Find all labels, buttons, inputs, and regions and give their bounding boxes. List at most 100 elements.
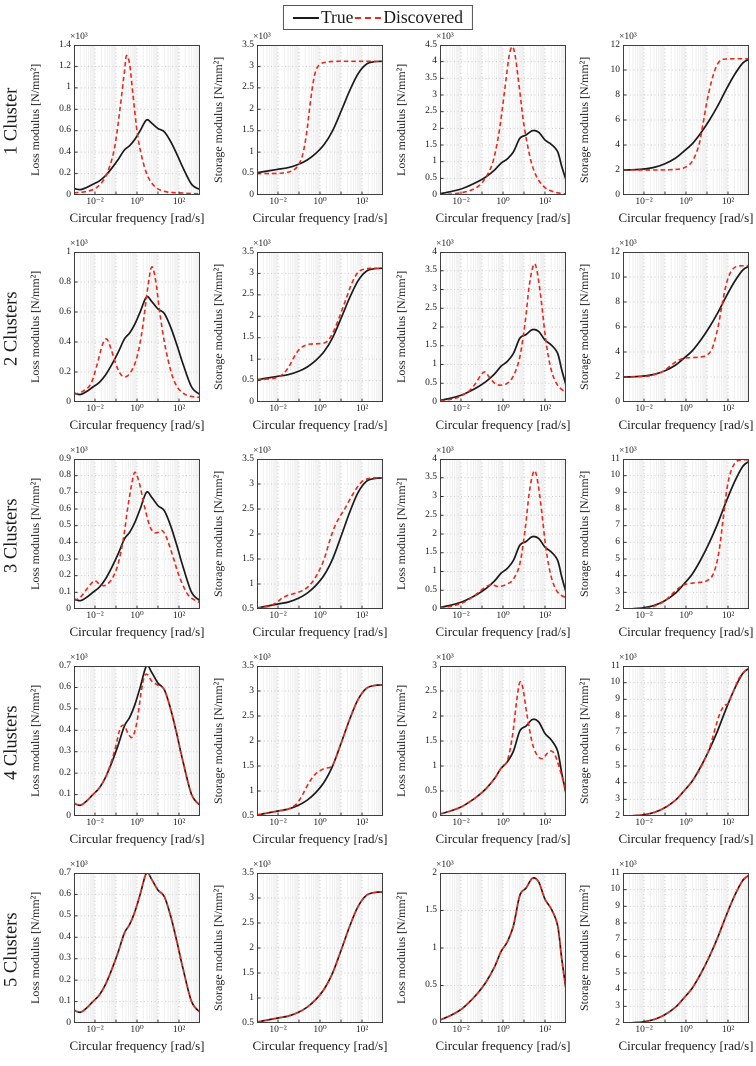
x-axis-label: Circular frequency [rad/s]: [435, 624, 571, 639]
plot-canvas: [440, 252, 566, 402]
row-label-gutter: 5 Clusters: [0, 858, 24, 1065]
y-tick-label: 0.4: [59, 931, 71, 942]
plot-canvas: [623, 873, 749, 1023]
y-tick-label: 1.4: [59, 39, 71, 50]
curves: [74, 471, 200, 604]
y-tick-label: 7: [615, 520, 620, 531]
y-axis-exponent-label: ×10³: [619, 653, 637, 663]
plot-r3c4: Storage modulus [N/mm²] ×10³ 2 3 4 5 6 7 8 9 10 11 1…: [573, 444, 756, 651]
figure-row: 4 Clusters Loss modulus [N/mm²] ×10³ 0 0.1 0.…: [0, 651, 756, 858]
y-axis-label: Loss modulus [N/mm²]: [394, 477, 408, 591]
x-axis-label: Circular frequency [rad/s]: [435, 831, 571, 846]
y-tick-label: 5: [615, 553, 620, 564]
x-axis-label: Circular frequency [rad/s]: [69, 417, 205, 432]
y-axis-exponent-label: ×10³: [253, 653, 271, 663]
y-tick-label: 1: [432, 942, 437, 953]
x-tick-label: 10⁰: [679, 404, 693, 414]
legend-true-label: True: [320, 7, 354, 27]
y-tick-label: 0.5: [425, 377, 437, 388]
y-axis-exponent-label: ×10³: [436, 860, 454, 870]
plot-r5c3: Loss modulus [N/mm²] ×10³ 0 0.5 1 1.5 2 10⁻² 10⁰…: [390, 858, 573, 1065]
y-tick-label: 2.5: [425, 685, 437, 696]
plot-r1c3: Loss modulus [N/mm²] ×10³ 0 0.5 1 1.5 2 2.5 3 3.5…: [390, 30, 573, 237]
discovered-line-sample: [355, 17, 382, 19]
y-tick-label: 2: [249, 942, 254, 953]
y-tick-label: 2.5: [242, 289, 254, 300]
x-axis-label: Circular frequency [rad/s]: [69, 831, 205, 846]
y-tick-label: 3: [249, 267, 254, 278]
y-axis-label: Storage modulus [N/mm²]: [211, 677, 225, 805]
discovered-curve: [623, 57, 749, 171]
y-tick-label: 2.5: [242, 82, 254, 93]
discovered-curve: [440, 45, 566, 195]
y-tick-label: 12: [610, 246, 621, 257]
y-tick-label: 1.5: [425, 340, 437, 351]
figure-row: 5 Clusters Loss modulus [N/mm²] ×10³ 0 0.1 0.…: [0, 858, 756, 1065]
x-tick-label: 10⁻²: [452, 197, 470, 207]
y-tick-label: 0: [66, 396, 71, 407]
plot-r5c2: Storage modulus [N/mm²] ×10³ 0.5 1 1.5 2 2.5 3 3…: [207, 858, 390, 1065]
y-tick-label: 0.8: [59, 470, 71, 481]
y-axis-exponent-label: ×10³: [70, 32, 88, 42]
x-axis-label: Circular frequency [rad/s]: [252, 624, 388, 639]
row-label: 1 Cluster: [1, 87, 22, 156]
curves: [623, 264, 749, 378]
plot-canvas: [440, 666, 566, 816]
curves: [440, 680, 566, 815]
y-axis-label: Storage modulus [N/mm²]: [577, 263, 591, 391]
plot-r1c2: Storage modulus [N/mm²] ×10³ 0 0.5 1 1.5 2 2.5 3…: [207, 30, 390, 237]
true-curve: [74, 118, 200, 191]
plot-canvas: [440, 873, 566, 1023]
x-tick-label: 10⁰: [313, 197, 327, 207]
x-tick-label: 10²: [172, 404, 186, 414]
plot-r4c4: Storage modulus [N/mm²] ×10³ 2 3 4 5 6 7 8 9 10 11 1…: [573, 651, 756, 858]
plot-r5c1: Loss modulus [N/mm²] ×10³ 0 0.1 0.2 0.3 0.4 0.5…: [24, 858, 207, 1065]
x-tick-label: 10⁰: [496, 611, 510, 621]
x-tick-label: 10⁰: [679, 1025, 693, 1035]
x-tick-label: 10²: [355, 611, 369, 621]
y-tick-label: 0: [432, 603, 437, 614]
y-tick-label: 0.4: [59, 146, 71, 157]
y-tick-label: 3.5: [425, 72, 437, 83]
true-curve: [257, 60, 383, 174]
y-tick-label: 0.7: [59, 486, 71, 497]
row-label-gutter: 1 Cluster: [0, 30, 24, 237]
y-tick-label: 3: [615, 586, 620, 597]
y-tick-label: 3.5: [242, 246, 254, 257]
curves: [74, 873, 200, 1014]
y-axis-label: Loss modulus [N/mm²]: [394, 63, 408, 177]
y-tick-label: 6: [615, 114, 620, 125]
plot-canvas: [257, 873, 383, 1023]
y-tick-label: 4: [615, 984, 620, 995]
x-tick-label: 10²: [172, 818, 186, 828]
y-tick-label: 1.5: [242, 125, 254, 136]
y-tick-label: 0: [249, 189, 254, 200]
curves: [74, 54, 200, 195]
y-tick-label: 0.9: [59, 453, 71, 464]
y-tick-label: 1.2: [59, 60, 71, 71]
y-tick-label: 3: [432, 284, 437, 294]
y-tick-label: 0: [66, 189, 71, 200]
y-tick-label: 2: [615, 810, 620, 821]
y-tick-label: 2.5: [425, 302, 437, 313]
y-tick-label: 0: [432, 189, 437, 200]
y-axis-label: Loss modulus [N/mm²]: [28, 63, 42, 177]
y-tick-label: 2: [615, 1017, 620, 1028]
x-tick-label: 10⁻²: [86, 404, 104, 414]
y-tick-label: 4: [615, 777, 620, 788]
x-tick-label: 10²: [538, 1025, 552, 1035]
curves: [257, 891, 383, 1023]
legend: True Discovered: [282, 5, 474, 30]
y-tick-label: 0.4: [59, 536, 71, 547]
plot-canvas: [257, 45, 383, 195]
y-tick-label: 3: [432, 89, 437, 100]
row-label: 3 Clusters: [1, 498, 22, 573]
y-tick-label: 2: [249, 103, 254, 114]
y-tick-label: 0.5: [242, 168, 254, 179]
y-tick-label: 0.8: [59, 103, 71, 114]
y-tick-label: 0.5: [242, 810, 254, 821]
x-tick-label: 10⁻²: [269, 611, 287, 621]
y-tick-label: 10: [610, 470, 621, 481]
x-tick-label: 10⁰: [130, 1025, 144, 1035]
y-tick-label: 0.5: [59, 910, 71, 921]
